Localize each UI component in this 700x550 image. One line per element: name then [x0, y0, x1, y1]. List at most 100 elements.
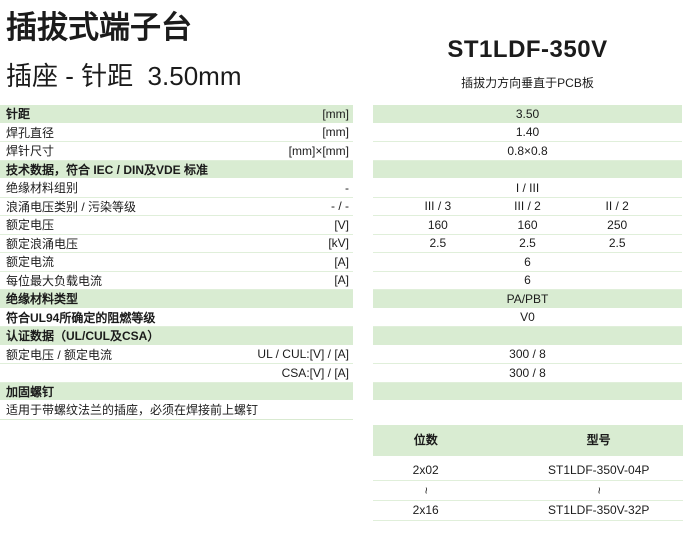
- spec-label-cell: 认证数据（UL/CUL及CSA）: [0, 327, 353, 346]
- spec-label-cell: 额定浪涌电压 [kV]: [0, 234, 353, 253]
- spec-label-cell: 焊针尺寸 [mm]×[mm]: [0, 142, 353, 161]
- spec-label: 焊孔直径: [6, 125, 55, 140]
- spec-label-cell: 每位最大负载电流 [A]: [0, 271, 353, 290]
- spec-value-cell: 160 160 250: [373, 216, 682, 235]
- order-row: 2x02 ST1LDF-350V-04P: [373, 461, 683, 481]
- product-orientation-note: 插拔力方向垂直于PCB板: [461, 76, 594, 90]
- spec-values: PA/PBT: [373, 292, 682, 306]
- spec-unit: UL / CUL:[V] / [A]: [257, 347, 349, 362]
- spec-value: 6: [524, 254, 531, 269]
- product-model: ST1LDF-350V: [447, 36, 608, 63]
- column-gutter: [353, 290, 373, 309]
- spec-label: 绝缘材料类型: [6, 292, 79, 307]
- order-cell: ST1LDF-350V-32P: [547, 503, 650, 517]
- spec-value-cell: [373, 382, 682, 401]
- spec-row: 每位最大负载电流 [A] 6: [0, 271, 682, 291]
- spec-value-cell: 6: [373, 271, 682, 290]
- spec-value: 0.8×0.8: [507, 143, 548, 158]
- spec-value: 6: [524, 273, 531, 288]
- spec-row: 加固螺钉: [0, 382, 682, 401]
- spec-label-cell: 加固螺钉: [0, 382, 353, 401]
- spec-value-cell: [373, 401, 682, 420]
- spec-value: 2.5: [608, 236, 626, 251]
- order-cell: ~: [373, 481, 478, 500]
- spec-row: 针距 [mm] 3.50: [0, 105, 682, 124]
- spec-row: 技术数据，符合 IEC / DIN及VDE 标准: [0, 160, 682, 179]
- spec-values: 3.50: [373, 107, 682, 121]
- spec-label: 符合UL94所确定的阻燃等级: [6, 310, 156, 325]
- range-tilde: ~: [592, 486, 607, 495]
- spec-value: PA/PBT: [506, 291, 549, 306]
- column-gutter: [353, 235, 373, 254]
- spec-value: I / III: [515, 180, 540, 195]
- spec-value-cell: 6: [373, 253, 682, 272]
- spec-row: 浪涌电压类别 / 污染等级 - / - III / 3 III / 2 II / 2: [0, 197, 682, 217]
- order-col-header: 型号: [586, 433, 611, 447]
- spec-unit: - / -: [331, 199, 349, 214]
- spec-values: V0: [373, 310, 682, 324]
- spec-label: 每位最大负载电流: [6, 273, 103, 288]
- spec-value: III / 2: [514, 199, 541, 214]
- spec-value-cell: I / III: [373, 179, 682, 198]
- spec-value: 2.5: [429, 236, 447, 251]
- spec-label-cell: 适用于带螺纹法兰的插座，必须在焊接前上螺钉: [0, 401, 353, 420]
- spec-value: V0: [520, 310, 535, 325]
- order-cell: ~: [478, 481, 683, 500]
- spec-label-cell: 额定电压 / 额定电流 UL / CUL:[V] / [A]: [0, 345, 353, 364]
- spec-values: 160 160 250: [373, 218, 682, 232]
- spec-value: II / 2: [605, 199, 629, 214]
- spec-label-cell: 焊孔直径 [mm]: [0, 123, 353, 142]
- order-table: 位数 型号 2x02 ST1LDF-350V-04P ~ ~2x16 ST1LDF-350V…: [373, 425, 683, 521]
- spec-label-cell: 额定电流 [A]: [0, 253, 353, 272]
- column-gutter: [353, 327, 373, 346]
- column-gutter: [353, 309, 373, 328]
- spec-row: 符合UL94所确定的阻燃等级 V0: [0, 308, 682, 328]
- spec-value-cell: PA/PBT: [373, 290, 682, 309]
- spec-label: 浪涌电压类别 / 污染等级: [6, 199, 137, 214]
- spec-value-cell: 2.5 2.5 2.5: [373, 234, 682, 253]
- spec-value: 300 / 8: [509, 347, 546, 362]
- column-gutter: [353, 198, 373, 217]
- spec-values: 6: [373, 255, 682, 269]
- spec-unit: -: [345, 180, 349, 195]
- spec-values: III / 3 III / 2 II / 2: [373, 199, 682, 213]
- order-cell: 2x02: [412, 463, 439, 477]
- spec-value-cell: [373, 327, 682, 346]
- spec-label: 额定电流: [6, 255, 55, 270]
- order-col-header: 位数: [413, 433, 438, 447]
- spec-value-cell: III / 3 III / 2 II / 2: [373, 197, 682, 216]
- page-title: 插拔式端子台: [6, 10, 192, 45]
- spec-unit: [mm]×[mm]: [288, 143, 349, 158]
- spec-label-cell: 针距 [mm]: [0, 105, 353, 124]
- spec-value: 160: [517, 217, 538, 232]
- column-gutter: [353, 272, 373, 291]
- spec-value: 300 / 8: [509, 365, 546, 380]
- spec-value-cell: 1.40: [373, 123, 682, 142]
- column-gutter: [353, 253, 373, 272]
- spec-values: I / III: [373, 181, 682, 195]
- spec-unit: [A]: [334, 273, 349, 288]
- spec-row: 绝缘材料组别 - I / III: [0, 179, 682, 198]
- spec-label: 认证数据（UL/CUL及CSA）: [6, 329, 160, 344]
- spec-row: 额定电压 [V] 160 160 250: [0, 216, 682, 235]
- spec-label: 额定浪涌电压: [6, 236, 79, 251]
- spec-unit: [mm]: [322, 106, 349, 121]
- column-gutter: [353, 179, 373, 198]
- spec-label: 焊针尺寸: [6, 144, 55, 159]
- page-subtitle: 插座 - 针距 3.50mm: [6, 61, 242, 91]
- column-gutter: [353, 364, 373, 383]
- spec-values: 300 / 8: [373, 366, 682, 380]
- spec-values: 0.8×0.8: [373, 144, 682, 158]
- order-table-header: 位数 型号: [373, 425, 683, 456]
- spec-value: III / 3: [424, 199, 452, 214]
- order-cell: ST1LDF-350V-04P: [547, 463, 650, 477]
- order-row: 2x16 ST1LDF-350V-32P: [373, 501, 683, 521]
- spec-value: 1.40: [515, 125, 540, 140]
- spec-unit: CSA:[V] / [A]: [281, 365, 349, 380]
- spec-label-cell: CSA:[V] / [A]: [0, 364, 353, 383]
- column-gutter: [353, 124, 373, 143]
- product-header: ST1LDF-350V 插拔力方向垂直于PCB板: [373, 36, 682, 91]
- spec-value: 250: [607, 217, 628, 232]
- spec-value: 2.5: [519, 236, 536, 251]
- spec-value-cell: 3.50: [373, 105, 682, 124]
